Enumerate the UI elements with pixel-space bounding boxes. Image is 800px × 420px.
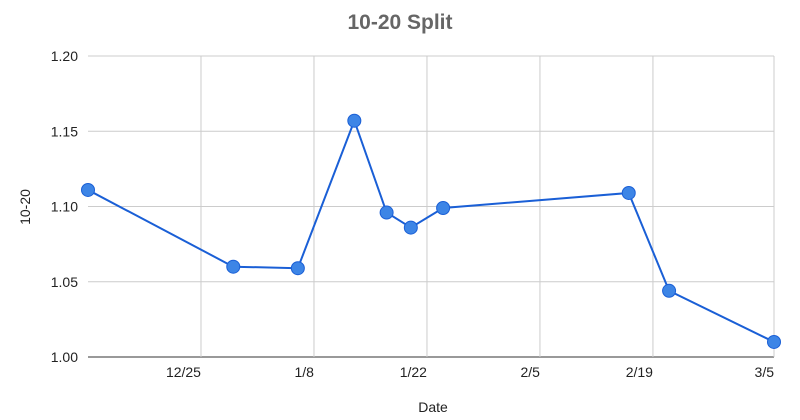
x-axis-label: Date xyxy=(418,399,448,415)
y-tick-label: 1.10 xyxy=(51,199,78,215)
x-tick-label: 3/5 xyxy=(755,364,775,380)
x-tick-label: 2/19 xyxy=(626,364,653,380)
series xyxy=(81,113,781,349)
data-point xyxy=(436,201,451,216)
y-tick-label: 1.05 xyxy=(51,274,78,290)
chart-title: 10-20 Split xyxy=(347,11,452,34)
data-point xyxy=(767,334,781,349)
data-point xyxy=(290,261,305,276)
x-tick-label: 1/8 xyxy=(295,364,315,380)
data-point xyxy=(81,182,95,197)
x-tick-label: 1/22 xyxy=(400,364,427,380)
y-axis-label: 10-20 xyxy=(17,189,33,225)
x-tick-label: 12/25 xyxy=(166,364,201,380)
y-tick-label: 1.20 xyxy=(51,48,78,64)
data-point xyxy=(403,220,418,235)
data-point xyxy=(621,185,636,200)
gridlines xyxy=(88,55,775,358)
x-tick-label: 2/5 xyxy=(520,364,540,380)
y-tick-label: 1.00 xyxy=(51,349,78,365)
data-point xyxy=(347,113,362,128)
data-point xyxy=(226,259,241,274)
y-tick-label: 1.15 xyxy=(51,123,78,139)
data-point xyxy=(379,205,394,220)
data-point xyxy=(662,283,677,298)
tick-labels: 1.00 1.05 1.10 1.15 1.20 12/25 1/8 1/22 2/5 2/19 3… xyxy=(51,48,774,380)
series-line xyxy=(87,117,775,343)
